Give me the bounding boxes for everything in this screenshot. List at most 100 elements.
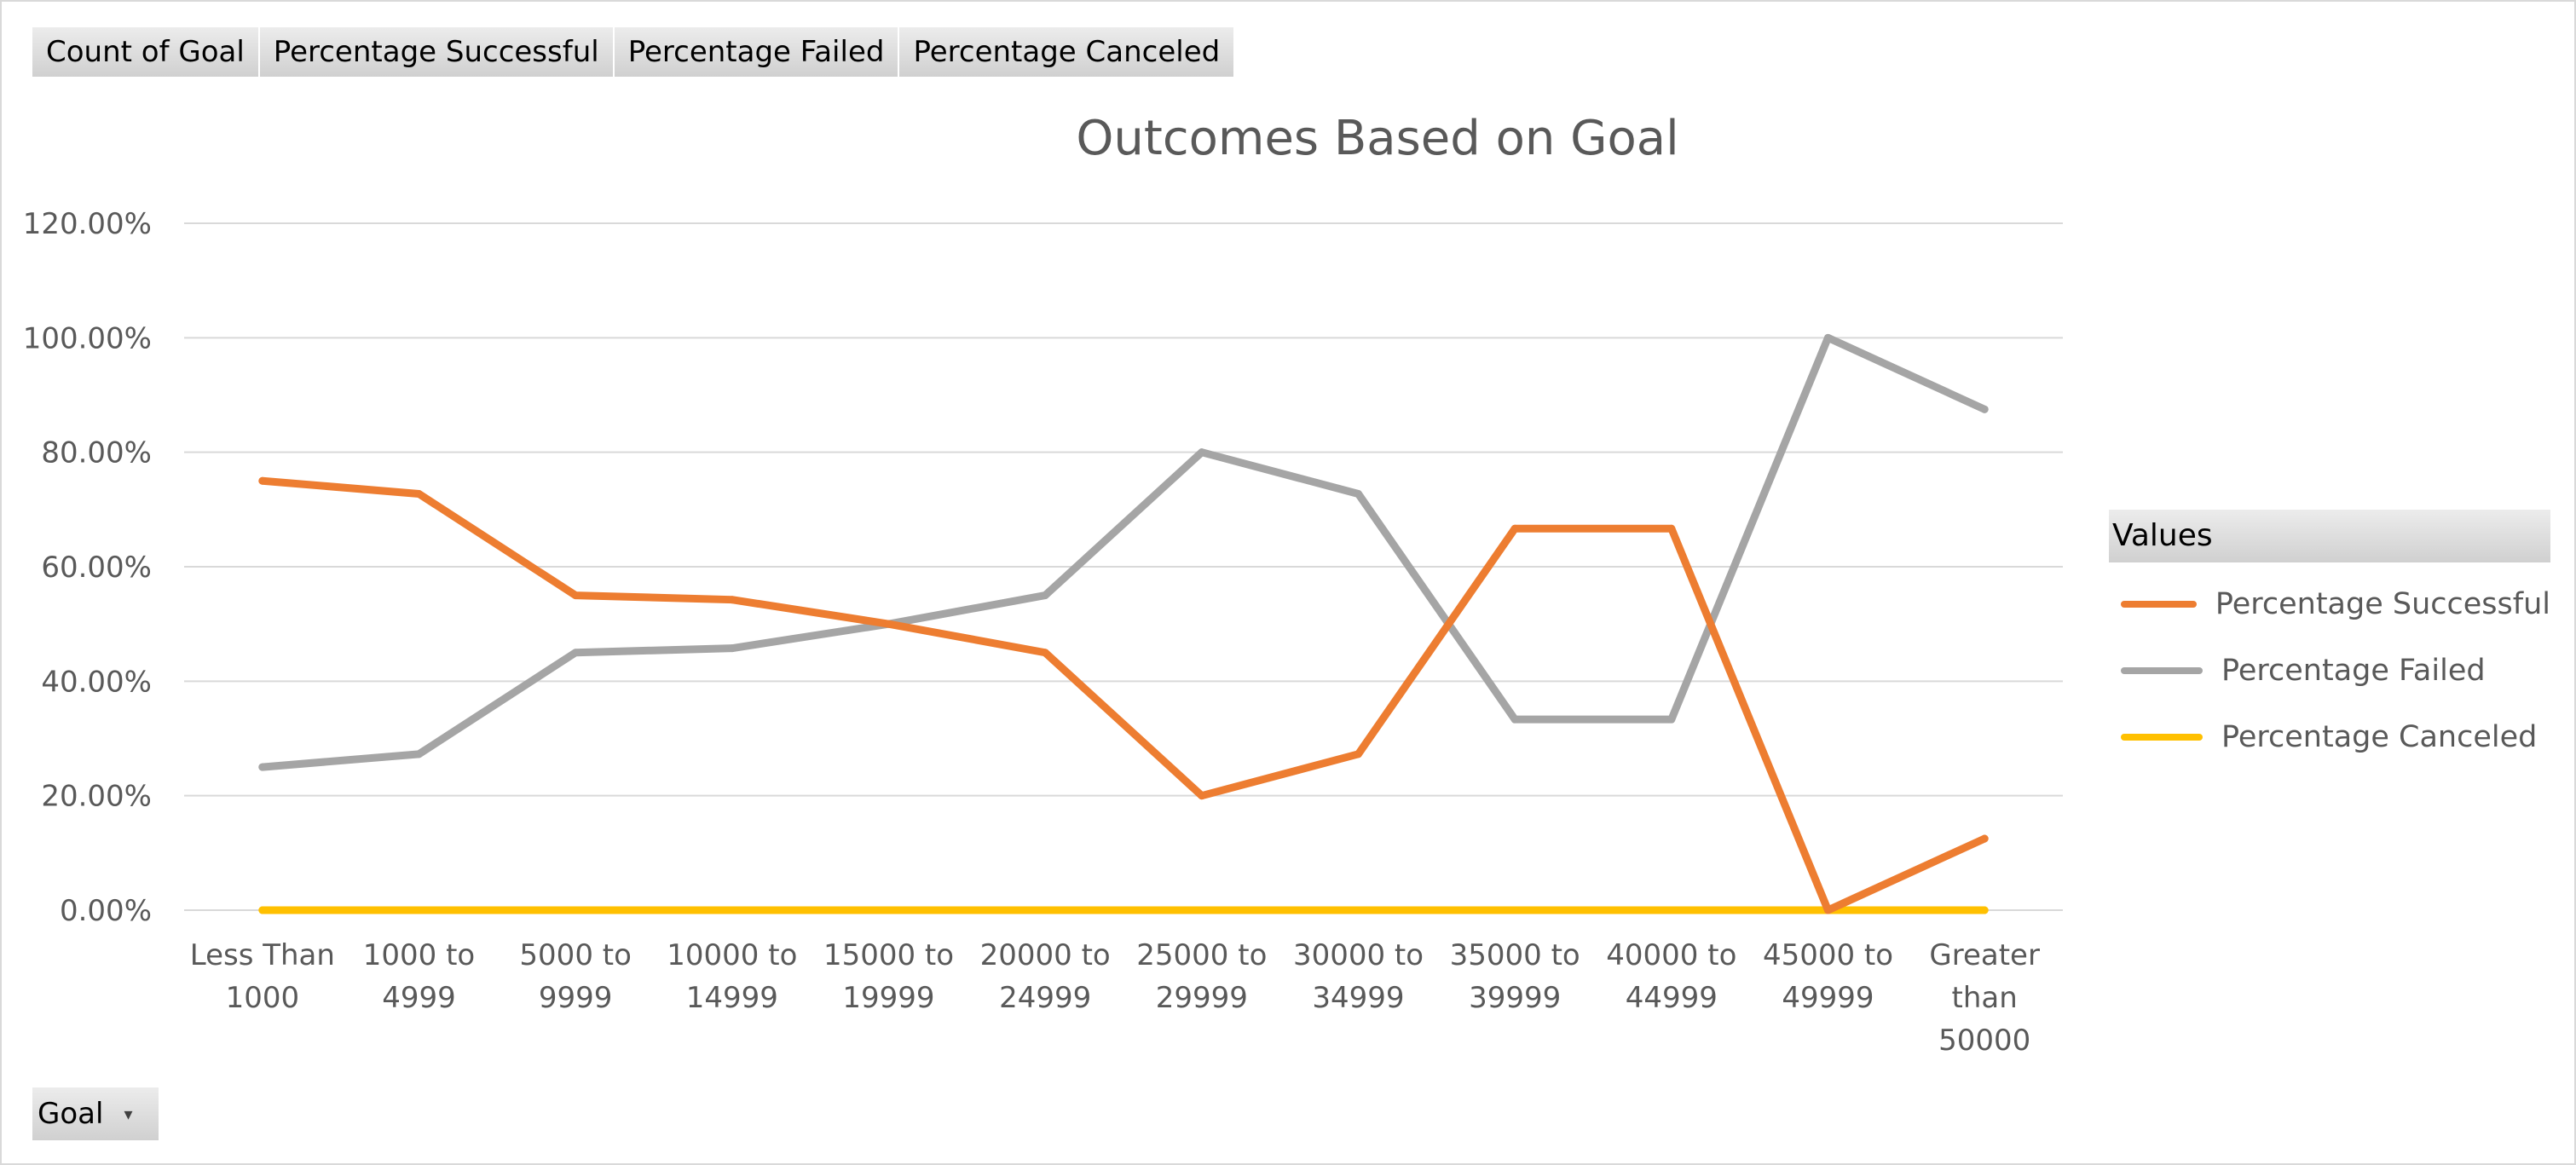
field-button-percentage-canceled[interactable]: Percentage Canceled [899, 27, 1236, 77]
data-point[interactable] [571, 906, 580, 914]
y-tick-label: 40.00% [41, 665, 152, 699]
data-point[interactable] [1354, 750, 1362, 758]
gridlines [184, 222, 2063, 911]
axis-field-button-goal[interactable]: Goal ▾ [32, 1087, 159, 1140]
x-tick-label-line: 1000 to [363, 938, 475, 972]
x-tick-label: 30000 to 34999 [1293, 938, 1424, 1015]
y-tick-label: 100.00% [23, 321, 152, 355]
x-tick-label-line: 40000 to [1606, 938, 1736, 972]
data-point[interactable] [1824, 906, 1832, 914]
x-tick-label-line: 34999 [1312, 981, 1404, 1015]
data-point[interactable] [571, 649, 580, 657]
data-point[interactable] [1510, 715, 1519, 724]
x-tick-label-line: 44999 [1626, 981, 1718, 1015]
data-point[interactable] [1510, 524, 1519, 533]
x-tick-label: Less Than 1000 [190, 938, 335, 1015]
series-line-percentage-successful[interactable] [258, 476, 1989, 914]
data-point[interactable] [1510, 906, 1519, 914]
data-point[interactable] [571, 591, 580, 600]
legend-swatch-canceled [2121, 734, 2203, 741]
x-tick-label: 25000 to 29999 [1136, 938, 1267, 1015]
x-tick-label-line: 39999 [1469, 981, 1561, 1015]
y-axis-labels: 0.00% 20.00% 40.00% 60.00% 80.00% 100.00% 120.… [23, 207, 152, 928]
chart-title[interactable]: Outcomes Based on Goal [1076, 111, 1679, 166]
x-tick-label: 45000 to 49999 [1763, 938, 1893, 1015]
y-tick-label: 0.00% [60, 894, 152, 928]
data-point[interactable] [728, 596, 736, 604]
x-tick-label-line: 9999 [539, 981, 613, 1015]
data-point[interactable] [885, 620, 892, 628]
data-point[interactable] [1980, 906, 1989, 914]
data-point[interactable] [1198, 792, 1206, 800]
field-button-percentage-failed[interactable]: Percentage Failed [614, 27, 900, 77]
legend-label: Percentage Successful [2215, 587, 2550, 621]
x-tick-label-line: 35000 to [1450, 938, 1580, 972]
legend-item-percentage-successful[interactable]: Percentage Successful [2109, 571, 2550, 637]
series-lines [258, 333, 1989, 914]
x-tick-label: 5000 to 9999 [519, 938, 631, 1015]
x-tick-label-line: 50000 [1938, 1024, 2030, 1058]
legend-label: Percentage Canceled [2221, 720, 2538, 754]
data-point[interactable] [1198, 448, 1206, 457]
data-point[interactable] [728, 644, 736, 653]
x-tick-label-line: 45000 to [1763, 938, 1893, 972]
data-point[interactable] [1041, 906, 1049, 914]
data-point[interactable] [1667, 906, 1676, 914]
y-tick-label: 120.00% [23, 207, 152, 241]
x-tick-label-line: 30000 to [1293, 938, 1424, 972]
x-tick-label: 20000 to 24999 [980, 938, 1111, 1015]
y-tick-label: 20.00% [41, 780, 152, 814]
x-tick-label-line: 24999 [999, 981, 1091, 1015]
legend-item-percentage-failed[interactable]: Percentage Failed [2109, 637, 2550, 704]
data-point[interactable] [258, 763, 267, 771]
data-point[interactable] [258, 476, 267, 485]
legend-label: Percentage Failed [2221, 654, 2486, 688]
data-point[interactable] [415, 489, 423, 498]
data-point[interactable] [885, 906, 892, 914]
x-tick-label-line: 5000 to [519, 938, 631, 972]
x-tick-label-line: 4999 [382, 981, 456, 1015]
series-line-percentage-failed[interactable] [258, 333, 1989, 771]
data-point[interactable] [258, 906, 267, 914]
x-axis-labels: Less Than 1000 1000 to 4999 5000 to 9999 10000… [190, 938, 2040, 1058]
x-tick-label-line: 25000 to [1136, 938, 1267, 972]
legend-header[interactable]: Values [2109, 510, 2550, 562]
x-tick-label-line: than [1952, 981, 2018, 1015]
x-tick-label: Greater than 50000 [1929, 938, 2040, 1058]
value-field-buttons: Count of Goal Percentage Successful Perc… [32, 27, 1236, 77]
data-point[interactable] [1041, 591, 1049, 600]
data-point[interactable] [1667, 524, 1676, 533]
x-tick-label-line: 14999 [686, 981, 778, 1015]
legend-swatch-failed [2121, 667, 2203, 674]
field-button-percentage-successful[interactable]: Percentage Successful [259, 27, 615, 77]
data-point[interactable] [1667, 715, 1676, 724]
x-tick-label: 15000 to 19999 [823, 938, 954, 1015]
x-tick-label-line: 49999 [1782, 981, 1874, 1015]
data-point[interactable] [1354, 489, 1362, 498]
data-point[interactable] [1980, 405, 1989, 413]
data-point[interactable] [1824, 333, 1832, 342]
x-tick-label: 1000 to 4999 [363, 938, 475, 1015]
data-point[interactable] [1198, 906, 1206, 914]
data-point[interactable] [728, 906, 736, 914]
legend-item-percentage-canceled[interactable]: Percentage Canceled [2109, 704, 2550, 770]
data-point[interactable] [415, 906, 423, 914]
data-point[interactable] [415, 750, 423, 758]
x-tick-label: 35000 to 39999 [1450, 938, 1580, 1015]
x-tick-label-line: 29999 [1156, 981, 1248, 1015]
legend[interactable]: Values Percentage Successful Percentage … [2109, 510, 2550, 770]
data-point[interactable] [1041, 649, 1049, 657]
y-tick-label: 80.00% [41, 436, 152, 470]
x-tick-label-line: 20000 to [980, 938, 1111, 972]
data-point[interactable] [1354, 906, 1362, 914]
x-tick-label-line: Greater [1929, 938, 2040, 972]
y-tick-label: 60.00% [41, 551, 152, 585]
legend-swatch-successful [2121, 601, 2197, 608]
data-point[interactable] [1980, 834, 1989, 843]
axis-field-label: Goal [38, 1097, 104, 1131]
x-tick-label: 40000 to 44999 [1606, 938, 1736, 1015]
x-tick-label-line: 1000 [226, 981, 300, 1015]
field-button-count-of-goal[interactable]: Count of Goal [32, 27, 260, 77]
